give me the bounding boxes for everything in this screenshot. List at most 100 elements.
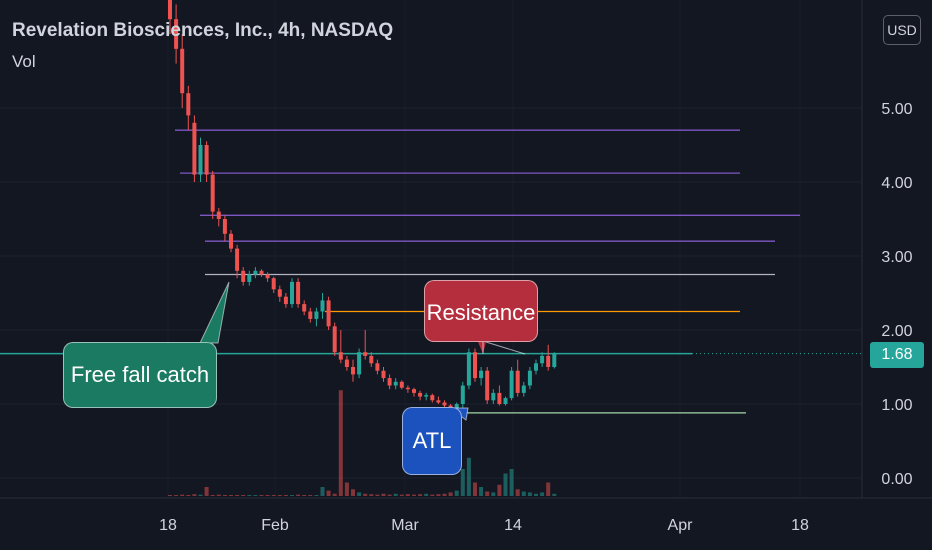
volume-bar <box>460 469 465 496</box>
y-tick-label: 2.00 <box>881 323 912 340</box>
volume-bar <box>180 494 185 496</box>
candle-body <box>308 311 313 319</box>
candle-body <box>204 145 209 175</box>
volume-bar <box>265 495 270 496</box>
volume-bar <box>405 494 410 496</box>
candle-body <box>399 381 404 388</box>
volume-bar <box>491 492 496 496</box>
candle-body <box>222 219 227 234</box>
volume-bar <box>424 493 429 496</box>
volume-bar <box>168 495 172 496</box>
candle-body <box>302 304 307 312</box>
candle-body <box>290 281 294 305</box>
y-tick-label: 0.00 <box>881 471 912 488</box>
volume-bar <box>393 493 398 496</box>
volume-bar <box>430 494 435 496</box>
volume-bar <box>235 495 240 496</box>
candle-body <box>381 370 386 379</box>
candle-body <box>393 381 398 386</box>
x-tick-label: 18 <box>159 517 177 534</box>
volume-bar <box>204 487 209 496</box>
volume-bar <box>527 492 532 496</box>
volume-bar <box>216 494 221 496</box>
time-axis[interactable]: 18 Feb Mar 14 Apr 18 <box>0 497 932 534</box>
price-axis[interactable]: 5.00 4.00 3.00 2.00 1.00 0.00 <box>861 0 913 498</box>
volume-bar <box>509 469 514 496</box>
currency-button[interactable]: USD <box>883 15 921 45</box>
candle-body <box>265 274 270 279</box>
volume-bar <box>351 489 355 496</box>
atl-callout[interactable]: ATL <box>402 407 462 475</box>
candle-body <box>466 352 471 386</box>
volume-bar <box>222 495 227 496</box>
x-tick-label: 14 <box>504 517 522 534</box>
volume-bar <box>546 482 551 496</box>
candle-body <box>521 385 526 393</box>
candlesticks <box>168 0 557 413</box>
candle-body <box>332 326 337 353</box>
volume-bar <box>247 495 252 496</box>
volume-bar <box>540 492 545 496</box>
volume-bar <box>302 495 307 496</box>
volume-bar <box>473 482 477 496</box>
volume-bar <box>375 494 380 496</box>
candle-body <box>241 270 246 282</box>
candle-body <box>552 353 557 367</box>
candle-body <box>314 311 319 319</box>
volume-bar <box>308 495 313 496</box>
volume-bar <box>198 494 203 496</box>
x-tick-label: Feb <box>261 517 289 534</box>
free-fall-catch-callout[interactable]: Free fall catch <box>63 342 217 408</box>
volume-bar <box>515 489 520 496</box>
candle-body <box>168 0 172 20</box>
candle-body <box>259 270 264 275</box>
volume-bar <box>454 490 459 496</box>
candle-body <box>216 211 221 219</box>
volume-bar <box>338 390 343 496</box>
last-price-badge: 1.68 <box>870 342 924 368</box>
candle-body <box>198 145 203 175</box>
candle-body <box>338 352 343 360</box>
candle-body <box>210 174 215 212</box>
volume-bar <box>448 492 453 496</box>
volume-bar <box>332 493 337 496</box>
volume-bar <box>503 473 508 496</box>
volume-bar <box>534 493 538 496</box>
candle-body <box>479 370 484 379</box>
volume-bar <box>442 493 447 496</box>
y-tick-label: 1.00 <box>881 397 912 414</box>
volume-bar <box>344 482 349 496</box>
volume-bar <box>320 487 325 496</box>
candle-body <box>320 300 325 312</box>
volume-bar <box>466 457 471 496</box>
candle-body <box>527 370 532 386</box>
candle-body <box>277 289 282 297</box>
resistance-callout[interactable]: Resistance <box>424 280 538 342</box>
candle-body <box>363 352 368 356</box>
candle-body <box>283 296 288 305</box>
candle-body <box>442 402 447 406</box>
free-fall-pointer <box>199 281 230 344</box>
candle-body <box>296 281 301 305</box>
candle-body <box>436 400 441 403</box>
candle-body <box>473 352 477 379</box>
resistance-pointer <box>478 342 486 354</box>
candle-body <box>357 352 362 375</box>
candle-body <box>351 367 355 375</box>
volume-bar <box>241 495 246 496</box>
volume-bar <box>253 495 258 496</box>
atl-text: ATL <box>412 428 452 453</box>
volume-bar <box>436 494 441 496</box>
free-fall-catch-text: Free fall catch <box>70 362 210 387</box>
candle-body <box>503 398 508 404</box>
volume-indicator-label[interactable]: Vol <box>12 52 36 71</box>
volume-bar <box>369 494 374 496</box>
candle-body <box>546 355 551 367</box>
candle-body <box>387 378 392 386</box>
volume-bar <box>326 490 331 496</box>
candle-body <box>412 389 416 393</box>
volume-bar <box>497 484 502 496</box>
volume-bar <box>521 491 526 496</box>
volume-bar <box>192 494 197 496</box>
